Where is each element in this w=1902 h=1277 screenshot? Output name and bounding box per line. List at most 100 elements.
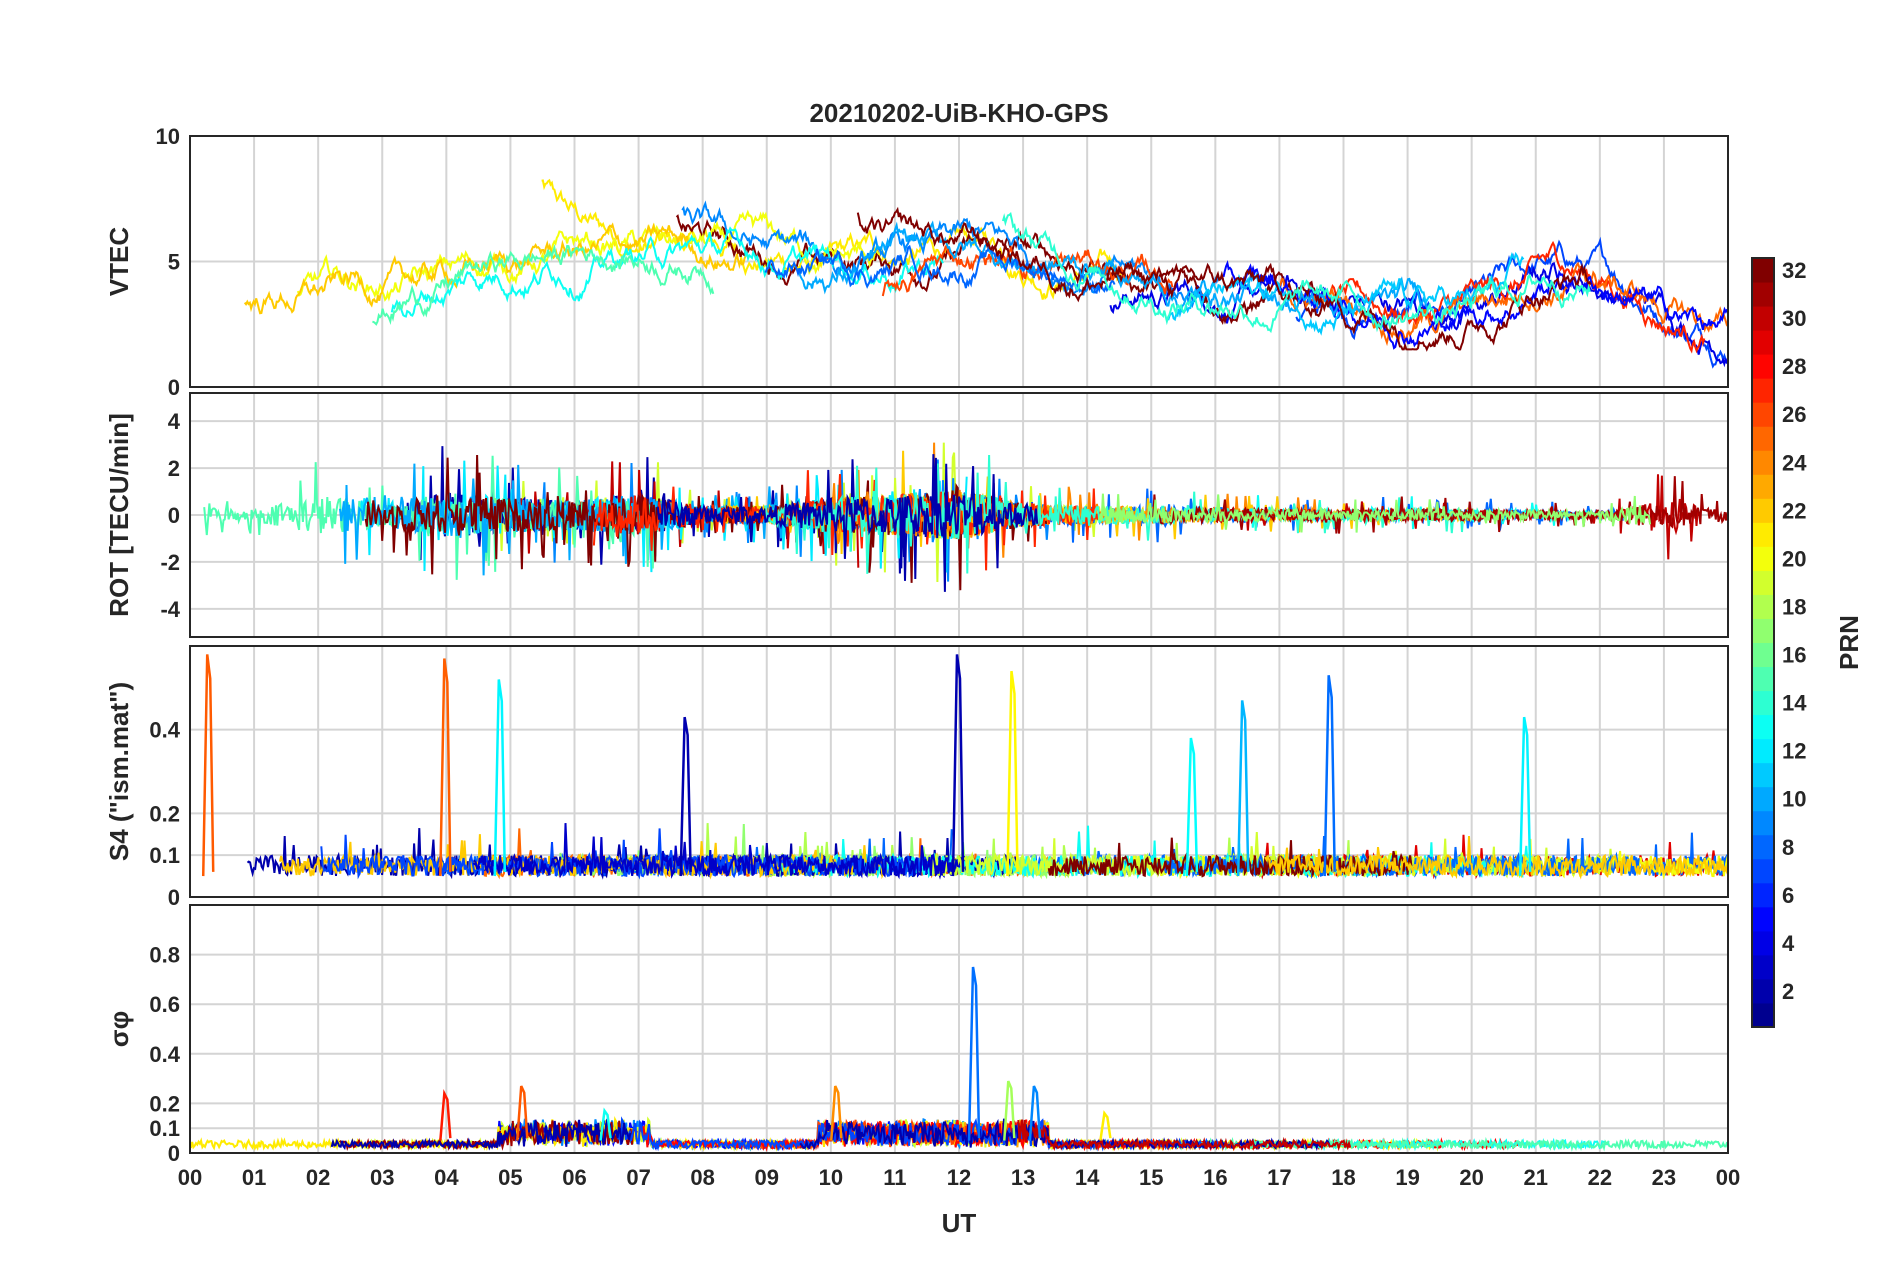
colorbar-swatch bbox=[1752, 546, 1774, 571]
spike-mark bbox=[967, 966, 981, 1141]
colorbar-swatch bbox=[1752, 522, 1774, 547]
spike-mark bbox=[1099, 1110, 1112, 1141]
spike-mark bbox=[1185, 737, 1199, 877]
series-line bbox=[681, 200, 1225, 309]
series-line bbox=[541, 178, 1122, 300]
y-tick-label: 2 bbox=[168, 456, 180, 481]
x-tick-label: 16 bbox=[1203, 1165, 1227, 1190]
y-axis-label: ROT [TECU/min] bbox=[104, 413, 134, 617]
panel-2: -4 -2 0 2 4 ROT [TECU/min] bbox=[104, 392, 1729, 638]
spike-mark bbox=[201, 654, 215, 877]
colorbar-swatch bbox=[1752, 306, 1774, 331]
colorbar-swatch bbox=[1752, 954, 1774, 980]
y-tick-label: 0.2 bbox=[149, 1091, 180, 1116]
y-axis-label: σφ bbox=[104, 1011, 134, 1047]
colorbar-swatch bbox=[1752, 354, 1774, 379]
series-line bbox=[472, 823, 961, 880]
colorbar-tick-label: 30 bbox=[1782, 306, 1806, 331]
colorbar-swatch bbox=[1752, 594, 1774, 619]
colorbar-swatch bbox=[1752, 930, 1774, 956]
x-tick-label: 08 bbox=[690, 1165, 714, 1190]
panel-3: 0 0.1 0.2 0.4 S4 ("ism.mat") bbox=[104, 645, 1729, 910]
spike-mark bbox=[1006, 670, 1019, 877]
x-tick-label: 01 bbox=[242, 1165, 266, 1190]
series-line bbox=[372, 243, 715, 326]
panel-frame bbox=[189, 904, 1729, 1154]
y-tick-label: 0.4 bbox=[149, 1042, 180, 1067]
colorbar-tick-label: 22 bbox=[1782, 498, 1806, 523]
colorbar-tick-label: 8 bbox=[1782, 835, 1794, 860]
series-line bbox=[390, 226, 944, 318]
series-line bbox=[856, 206, 1592, 352]
series-line bbox=[330, 1118, 632, 1151]
colorbar-swatch bbox=[1752, 474, 1774, 499]
series-line bbox=[1222, 260, 1728, 350]
colorbar-tick-label: 32 bbox=[1782, 258, 1806, 283]
x-tick-label: 22 bbox=[1588, 1165, 1612, 1190]
x-tick-label: 14 bbox=[1075, 1165, 1100, 1190]
colorbar-swatch bbox=[1752, 450, 1774, 475]
y-tick-label: 0.2 bbox=[149, 801, 180, 826]
colorbar-swatch bbox=[1752, 282, 1774, 307]
colorbar-swatch bbox=[1752, 978, 1774, 1004]
colorbar-swatch bbox=[1752, 330, 1774, 355]
colorbar-tick-label: 10 bbox=[1782, 787, 1806, 812]
colorbar-swatch bbox=[1752, 426, 1774, 451]
colorbar-swatch bbox=[1752, 570, 1774, 595]
x-tick-label: 00 bbox=[1716, 1165, 1740, 1190]
colorbar-tick-label: 2 bbox=[1782, 979, 1794, 1004]
x-tick-label: 04 bbox=[434, 1165, 459, 1190]
colorbar-swatch bbox=[1752, 498, 1774, 523]
spike-mark bbox=[599, 1107, 612, 1141]
colorbar-swatch bbox=[1752, 738, 1774, 764]
panel-4-series bbox=[190, 966, 1728, 1152]
panel-3-series bbox=[201, 654, 1728, 880]
series-line bbox=[1278, 261, 1728, 347]
y-tick-label: 0 bbox=[168, 375, 180, 400]
y-tick-label: 10 bbox=[156, 124, 180, 149]
spike-mark bbox=[1518, 716, 1532, 877]
colorbar-tick-label: 14 bbox=[1782, 691, 1807, 716]
colorbar-tick-label: 28 bbox=[1782, 354, 1806, 379]
spike-mark bbox=[439, 1088, 452, 1141]
y-tick-label: 0 bbox=[168, 885, 180, 910]
y-tick-label: 5 bbox=[168, 250, 180, 275]
colorbar-swatch bbox=[1752, 642, 1774, 668]
panel-1: 0 5 10 VTEC bbox=[104, 124, 1729, 400]
x-tick-label: 21 bbox=[1524, 1165, 1548, 1190]
y-tick-label: 4 bbox=[168, 409, 181, 434]
series-line bbox=[1321, 240, 1706, 354]
colorbar-tick-label: 20 bbox=[1782, 546, 1806, 571]
spike-mark bbox=[439, 658, 452, 877]
series-line bbox=[656, 454, 1039, 592]
x-tick-label: 18 bbox=[1331, 1165, 1355, 1190]
x-tick-label: 12 bbox=[947, 1165, 971, 1190]
colorbar-label: PRN bbox=[1834, 615, 1864, 670]
colorbar-swatch bbox=[1752, 1002, 1774, 1028]
colorbar-swatch bbox=[1752, 618, 1774, 643]
x-axis-label: UT bbox=[942, 1208, 977, 1238]
colorbar-frame bbox=[1751, 257, 1775, 1028]
x-tick-label: 09 bbox=[755, 1165, 779, 1190]
series-line bbox=[1001, 212, 1591, 334]
series-line bbox=[296, 209, 883, 302]
y-tick-label: 0.1 bbox=[149, 1116, 180, 1141]
colorbar-swatch bbox=[1752, 810, 1774, 836]
x-tick-label: 03 bbox=[370, 1165, 394, 1190]
colorbar-swatch bbox=[1752, 882, 1774, 908]
colorbar-tick-label: 24 bbox=[1782, 450, 1807, 475]
spike-mark bbox=[829, 1085, 843, 1141]
series-line bbox=[1264, 836, 1728, 880]
colorbar-swatch bbox=[1752, 378, 1774, 403]
x-tick-label: 05 bbox=[498, 1165, 522, 1190]
colorbar-swatch bbox=[1752, 834, 1774, 860]
x-tick-label: 17 bbox=[1267, 1165, 1291, 1190]
colorbar-swatch bbox=[1752, 666, 1774, 692]
panel-frame bbox=[189, 392, 1729, 638]
panel-4: 00.10.2 0.4 0.6 0.8 σφ bbox=[104, 904, 1729, 1166]
series-line bbox=[1047, 837, 1413, 878]
panel-1-series bbox=[243, 178, 1728, 369]
series-line bbox=[243, 222, 747, 315]
x-tick-label: 00 bbox=[178, 1165, 202, 1190]
